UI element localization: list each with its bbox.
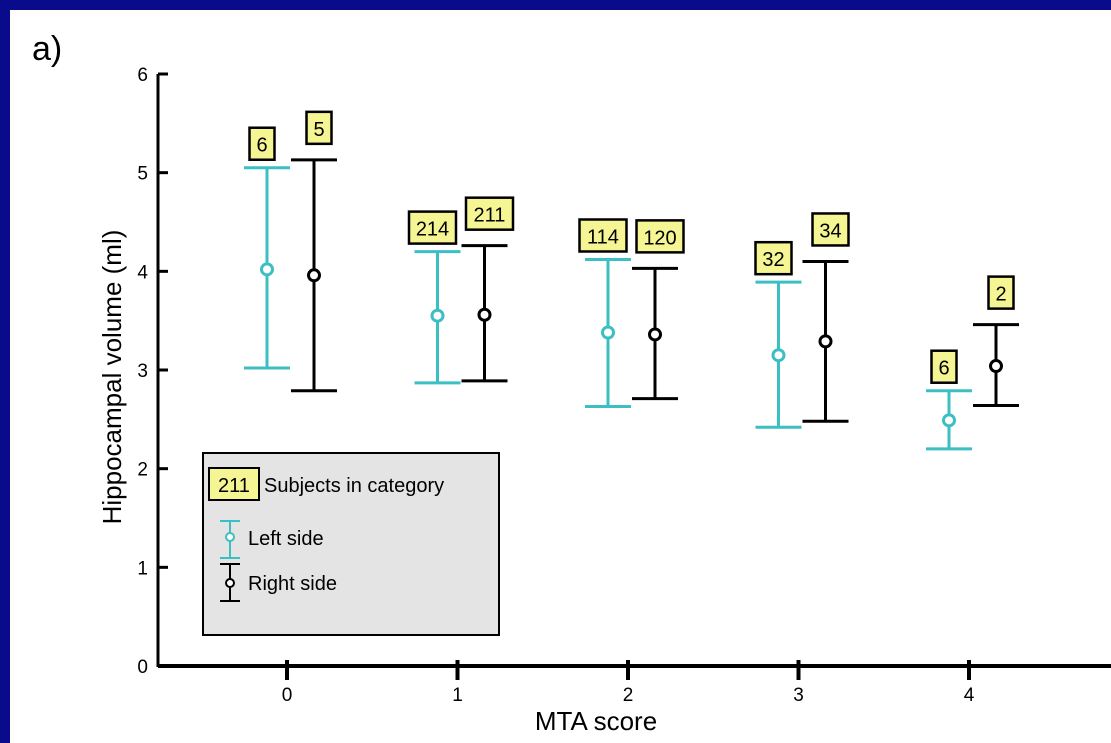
count-box	[811, 212, 850, 247]
count-label: 5	[313, 119, 324, 141]
count-label: 6	[938, 358, 949, 380]
panel-label: a)	[32, 30, 63, 68]
y-axis-label: Hippocampal volume (ml)	[97, 230, 127, 525]
count-box	[578, 218, 628, 253]
count-label: 114	[587, 226, 619, 248]
count-label: 32	[762, 249, 784, 271]
count-label: 214	[416, 219, 449, 241]
mean-point	[942, 413, 956, 428]
data-marks: 6 214 114 32 6 5 211 120 34 2	[244, 110, 1019, 451]
count-label: 211	[474, 205, 506, 227]
count-box	[464, 196, 515, 231]
count-box	[987, 275, 1015, 310]
count-label: 120	[643, 227, 676, 249]
mean-point	[601, 325, 615, 340]
x-tick-label: 2	[623, 685, 634, 706]
mean-point	[477, 307, 492, 322]
mean-point	[771, 348, 786, 363]
mean-point	[260, 262, 274, 277]
y-tick-label: 2	[137, 460, 148, 481]
y-ticks: 0 1 2 3 4 5 6	[137, 65, 168, 678]
legend-count-text: Subjects in category	[264, 475, 444, 497]
legend-right-marker	[220, 563, 240, 602]
legend-left-label: Left side	[248, 528, 324, 550]
left-side-series: 6 214 114 32 6	[244, 126, 972, 451]
mean-point	[307, 268, 321, 283]
legend-count-example: 211	[218, 475, 250, 497]
y-tick-label: 0	[137, 657, 148, 678]
y-tick-label: 6	[137, 65, 148, 86]
x-tick-label: 0	[282, 685, 293, 706]
x-ticks: 0 1 2 3 4	[282, 660, 975, 706]
count-box	[635, 219, 685, 254]
legend-right-label: Right side	[248, 573, 337, 595]
y-tick-label: 4	[137, 262, 148, 283]
x-tick-label: 4	[964, 685, 975, 706]
y-tick-label: 3	[137, 361, 148, 382]
count-box	[930, 349, 958, 384]
mean-point	[648, 327, 662, 342]
count-box	[407, 210, 458, 245]
mean-point	[989, 359, 1003, 374]
count-label: 6	[256, 135, 267, 157]
count-box	[248, 126, 276, 161]
y-tick-label: 5	[137, 164, 148, 185]
count-box	[754, 240, 793, 276]
count-label: 2	[995, 284, 1006, 306]
legend: 211 Subjects in category Left side Right…	[202, 452, 500, 636]
legend-count-box	[208, 467, 260, 501]
x-axis-label: MTA score	[535, 706, 657, 736]
x-tick-label: 3	[793, 685, 804, 706]
count-label: 34	[819, 220, 841, 242]
mean-point	[818, 334, 833, 349]
right-side-series: 5 211 120 34 2	[291, 110, 1019, 423]
mean-point	[430, 308, 445, 323]
legend-left-marker	[220, 520, 240, 559]
y-tick-label: 1	[137, 558, 148, 579]
count-box	[305, 110, 333, 146]
x-tick-label: 1	[452, 685, 463, 706]
